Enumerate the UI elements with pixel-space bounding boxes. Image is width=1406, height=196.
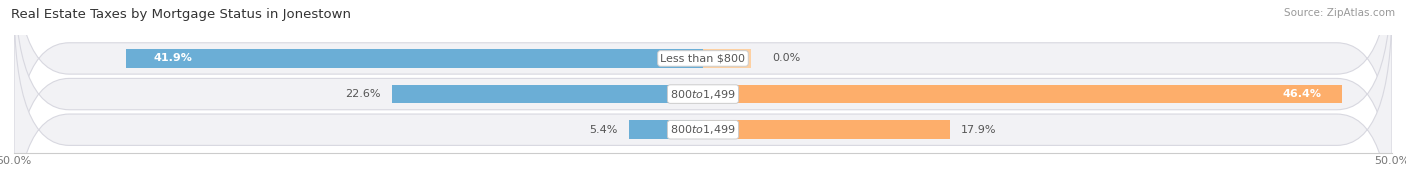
Bar (628, 121, 703, 139)
Text: 46.4%: 46.4% (1282, 89, 1322, 99)
FancyBboxPatch shape (14, 0, 1392, 196)
Text: 0.0%: 0.0% (772, 54, 800, 64)
FancyBboxPatch shape (14, 3, 1392, 196)
Text: $800 to $1,499: $800 to $1,499 (671, 123, 735, 136)
Text: 22.6%: 22.6% (344, 89, 381, 99)
Text: $800 to $1,499: $800 to $1,499 (671, 88, 735, 101)
Bar (392, 85, 703, 103)
Text: 41.9%: 41.9% (153, 54, 193, 64)
Bar (125, 49, 703, 68)
Text: 5.4%: 5.4% (589, 125, 617, 135)
Text: Real Estate Taxes by Mortgage Status in Jonestown: Real Estate Taxes by Mortgage Status in … (11, 8, 352, 21)
Bar (703, 85, 1343, 103)
Bar (703, 121, 949, 139)
Bar (703, 49, 751, 68)
Text: Source: ZipAtlas.com: Source: ZipAtlas.com (1284, 8, 1395, 18)
Text: Less than $800: Less than $800 (661, 54, 745, 64)
Text: 17.9%: 17.9% (960, 125, 997, 135)
FancyBboxPatch shape (14, 0, 1392, 185)
